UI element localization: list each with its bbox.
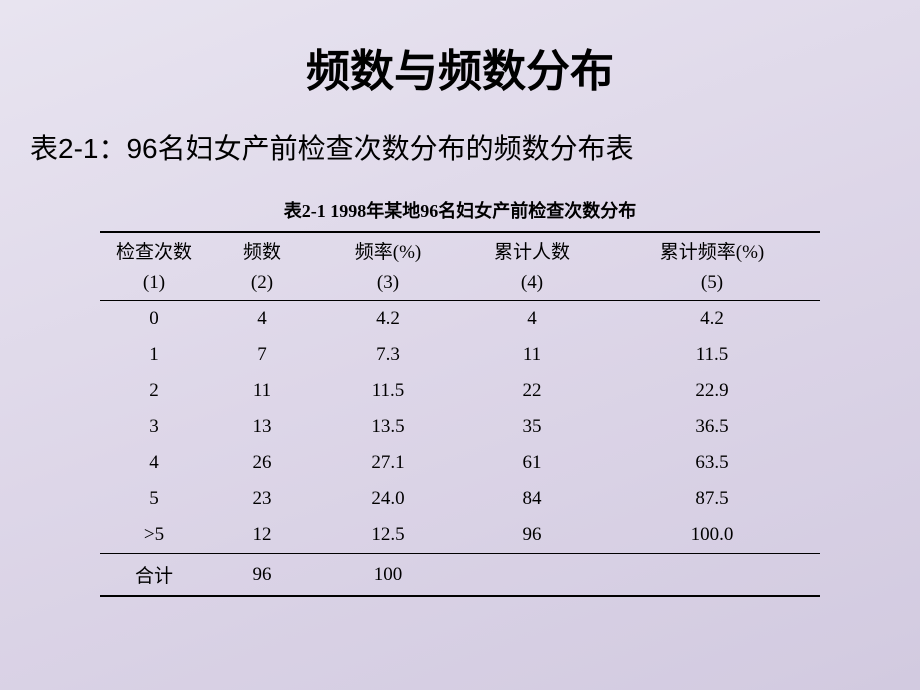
table-cell: 0 xyxy=(100,301,208,338)
table-cell: 63.5 xyxy=(604,445,820,481)
header-cell: 累计频率(%) xyxy=(604,232,820,268)
table-cell: 合计 xyxy=(100,554,208,597)
table-body: 0 4 4.2 4 4.2 1 7 7.3 11 11.5 2 11 11.5 xyxy=(100,301,820,597)
table-wrapper: 表2-1 1998年某地96名妇女产前检查次数分布 检查次数 频数 频率(%) … xyxy=(100,197,820,597)
table-cell: 35 xyxy=(460,409,604,445)
table-row: >5 12 12.5 96 100.0 xyxy=(100,517,820,554)
header-cell: 检查次数 xyxy=(100,232,208,268)
table-cell: 61 xyxy=(460,445,604,481)
header-cell: (3) xyxy=(316,268,460,301)
table-cell: 4.2 xyxy=(316,301,460,338)
table-row: 2 11 11.5 22 22.9 xyxy=(100,373,820,409)
table-cell: 11.5 xyxy=(604,337,820,373)
table-cell: 96 xyxy=(460,517,604,554)
table-row: 0 4 4.2 4 4.2 xyxy=(100,301,820,338)
table-cell: 1 xyxy=(100,337,208,373)
table-cell: 84 xyxy=(460,481,604,517)
table-cell: 7.3 xyxy=(316,337,460,373)
table-row: 4 26 27.1 61 63.5 xyxy=(100,445,820,481)
header-cell: 频率(%) xyxy=(316,232,460,268)
table-cell: 2 xyxy=(100,373,208,409)
table-cell: 3 xyxy=(100,409,208,445)
table-cell: 36.5 xyxy=(604,409,820,445)
table-row: 5 23 24.0 84 87.5 xyxy=(100,481,820,517)
table-cell: 11.5 xyxy=(316,373,460,409)
table-cell: 5 xyxy=(100,481,208,517)
table-cell: 22 xyxy=(460,373,604,409)
table-cell: 4 xyxy=(208,301,316,338)
table-cell: 11 xyxy=(460,337,604,373)
table-cell: 13 xyxy=(208,409,316,445)
table-cell: 96 xyxy=(208,554,316,597)
frequency-table: 检查次数 频数 频率(%) 累计人数 累计频率(%) (1) (2) (3) (… xyxy=(100,231,820,597)
table-cell: 23 xyxy=(208,481,316,517)
table-cell: 4 xyxy=(100,445,208,481)
table-cell: 24.0 xyxy=(316,481,460,517)
header-cell: (1) xyxy=(100,268,208,301)
header-cell: (4) xyxy=(460,268,604,301)
table-cell: 12.5 xyxy=(316,517,460,554)
table-cell: 4.2 xyxy=(604,301,820,338)
header-cell: 频数 xyxy=(208,232,316,268)
table-cell: 100.0 xyxy=(604,517,820,554)
table-cell: 11 xyxy=(208,373,316,409)
table-cell: >5 xyxy=(100,517,208,554)
table-cell: 13.5 xyxy=(316,409,460,445)
table-cell: 12 xyxy=(208,517,316,554)
header-cell: (5) xyxy=(604,268,820,301)
header-cell: (2) xyxy=(208,268,316,301)
table-cell xyxy=(460,554,604,597)
table-header: 检查次数 频数 频率(%) 累计人数 累计频率(%) (1) (2) (3) (… xyxy=(100,232,820,301)
table-cell: 4 xyxy=(460,301,604,338)
header-row-2: (1) (2) (3) (4) (5) xyxy=(100,268,820,301)
table-cell: 7 xyxy=(208,337,316,373)
table-row: 3 13 13.5 35 36.5 xyxy=(100,409,820,445)
table-cell xyxy=(604,554,820,597)
subtitle: 表2-1：96名妇女产前检查次数分布的频数分布表 xyxy=(30,127,890,167)
table-cell: 100 xyxy=(316,554,460,597)
table-caption: 表2-1 1998年某地96名妇女产前检查次数分布 xyxy=(100,197,820,223)
table-cell: 22.9 xyxy=(604,373,820,409)
table-cell: 87.5 xyxy=(604,481,820,517)
header-cell: 累计人数 xyxy=(460,232,604,268)
total-row: 合计 96 100 xyxy=(100,554,820,597)
table-cell: 27.1 xyxy=(316,445,460,481)
main-title: 频数与频数分布 xyxy=(30,35,890,99)
header-row-1: 检查次数 频数 频率(%) 累计人数 累计频率(%) xyxy=(100,232,820,268)
table-cell: 26 xyxy=(208,445,316,481)
table-row: 1 7 7.3 11 11.5 xyxy=(100,337,820,373)
slide-container: 频数与频数分布 表2-1：96名妇女产前检查次数分布的频数分布表 表2-1 19… xyxy=(0,0,920,597)
